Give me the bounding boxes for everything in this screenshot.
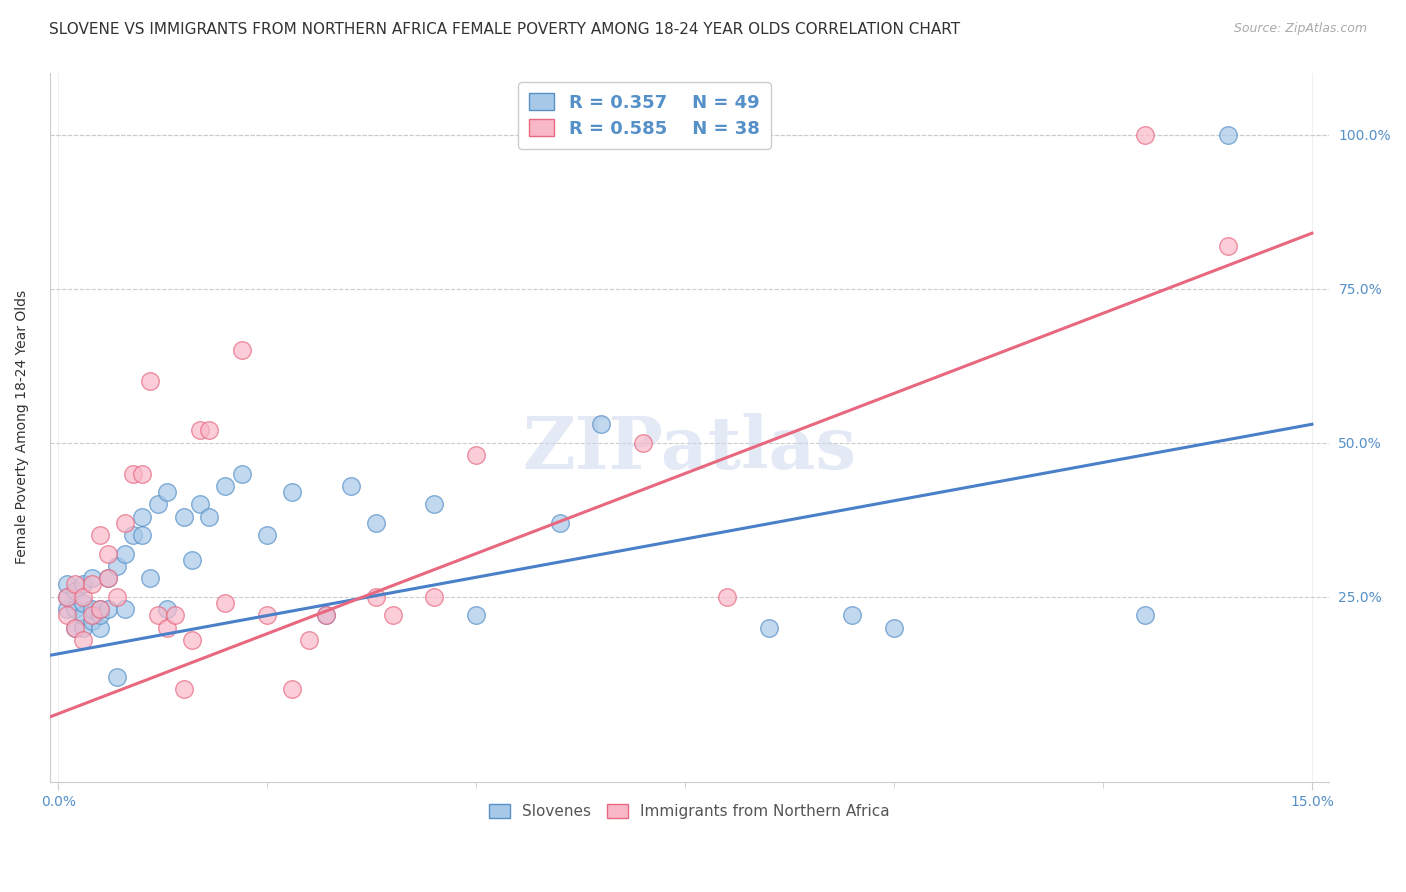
Text: ZIPatlas: ZIPatlas [522,413,856,484]
Point [173,509,195,524]
Point [281,485,304,500]
Point [72,596,94,610]
Point [423,590,446,604]
Point [80,571,103,585]
Point [197,509,219,524]
Point [80,608,103,623]
Point [72,632,94,647]
Point [148,608,170,623]
Point [315,608,337,623]
Point [214,479,236,493]
Point [231,467,253,481]
Point [72,621,94,635]
Point [139,374,162,388]
Point [80,602,103,616]
Point [63,577,86,591]
Point [105,590,128,604]
Point [883,621,905,635]
Point [72,608,94,623]
Point [465,448,488,462]
Point [156,621,179,635]
Text: SLOVENE VS IMMIGRANTS FROM NORTHERN AFRICA FEMALE POVERTY AMONG 18-24 YEAR OLDS : SLOVENE VS IMMIGRANTS FROM NORTHERN AFRI… [49,22,960,37]
Point [1133,608,1156,623]
Point [364,590,387,604]
Point [591,417,613,432]
Point [114,516,136,530]
Point [1218,128,1240,142]
Point [716,590,738,604]
Point [548,516,571,530]
Point [315,608,337,623]
Point [256,608,278,623]
Point [633,435,655,450]
Point [80,577,103,591]
Point [80,615,103,629]
Point [1218,238,1240,252]
Point [72,577,94,591]
Point [72,590,94,604]
Point [156,602,179,616]
Point [97,571,120,585]
Point [181,632,204,647]
Point [465,608,488,623]
Point [63,621,86,635]
Point [139,571,162,585]
Point [148,497,170,511]
Point [114,547,136,561]
Point [122,528,145,542]
Point [758,621,780,635]
Point [173,682,195,697]
Point [63,583,86,598]
Point [188,424,211,438]
Point [114,602,136,616]
Point [256,528,278,542]
Point [231,343,253,358]
Point [281,682,304,697]
Point [188,497,211,511]
Point [55,590,77,604]
Point [131,509,153,524]
Point [214,596,236,610]
Point [89,608,111,623]
Point [122,467,145,481]
Point [1133,128,1156,142]
Point [55,590,77,604]
Point [89,602,111,616]
Point [55,602,77,616]
Point [156,485,179,500]
Point [97,571,120,585]
Point [841,608,863,623]
Point [55,608,77,623]
Point [339,479,361,493]
Point [97,547,120,561]
Point [105,670,128,684]
Point [381,608,404,623]
Point [89,602,111,616]
Point [364,516,387,530]
Point [97,602,120,616]
Point [89,528,111,542]
Text: Source: ZipAtlas.com: Source: ZipAtlas.com [1233,22,1367,36]
Point [63,602,86,616]
Point [165,608,187,623]
Y-axis label: Female Poverty Among 18-24 Year Olds: Female Poverty Among 18-24 Year Olds [15,290,30,565]
Point [181,553,204,567]
Point [55,577,77,591]
Point [105,559,128,574]
Legend: Slovenes, Immigrants from Northern Africa: Slovenes, Immigrants from Northern Afric… [482,797,896,825]
Point [131,528,153,542]
Point [197,424,219,438]
Point [89,621,111,635]
Point [423,497,446,511]
Point [298,632,321,647]
Point [131,467,153,481]
Point [63,621,86,635]
